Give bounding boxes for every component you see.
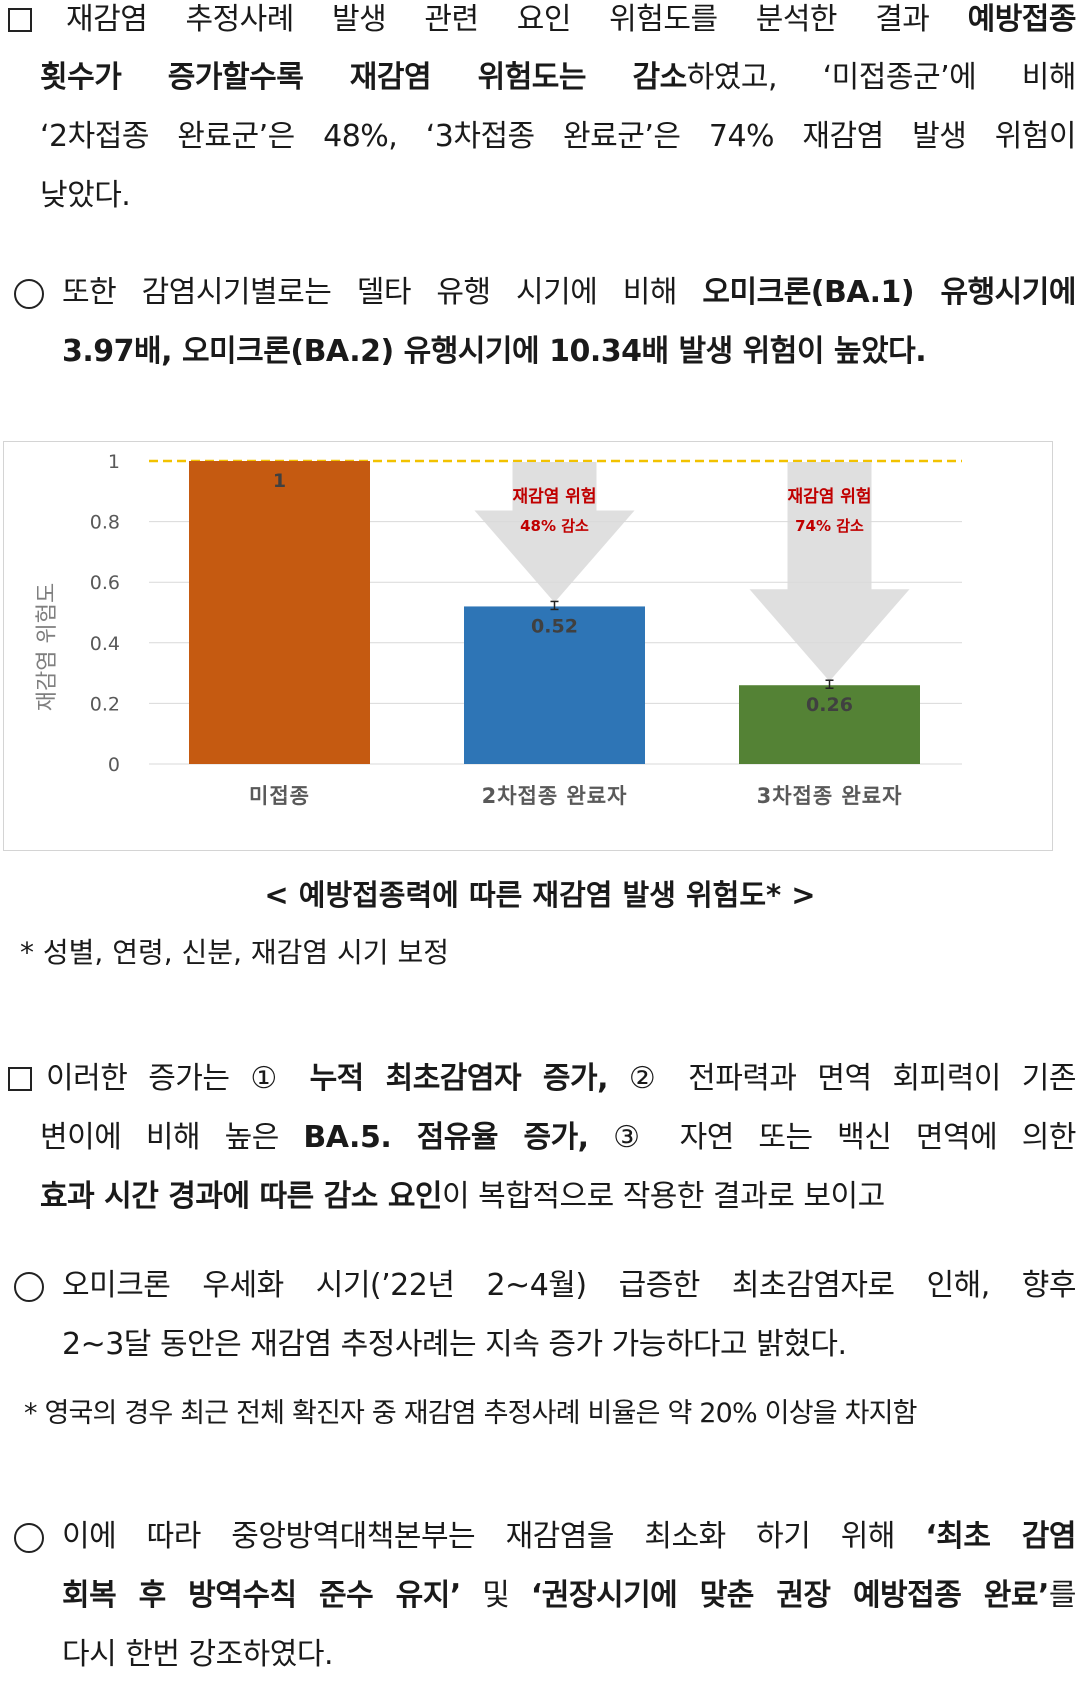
p4-line1: 오미크론 우세화 시기(’22년 2~4월) 급증한 최초감염자로 인해, 향후 xyxy=(62,1268,1077,1303)
y-tick-label: 0.2 xyxy=(90,693,120,715)
y-tick-label: 0 xyxy=(108,754,120,776)
annotation-line1: 재감염 위험 xyxy=(512,486,596,507)
bar-2 xyxy=(464,606,645,764)
p5-line1: 이에 따라 중앙방역대책본부는 재감염을 최소화 하기 위해 ‘최초 감염 xyxy=(62,1519,1076,1554)
uk-footnote: * 영국의 경우 최근 전체 확진자 중 재감염 추정사례 비율은 약 20% … xyxy=(24,1398,917,1429)
chart-bars xyxy=(189,461,920,764)
p3-line1: 이러한 증가는 ① 누적 최초감염자 증가, ② 전파력과 면역 회피력이 기존 xyxy=(46,1061,1077,1096)
circle-bullet-icon xyxy=(14,1523,44,1553)
x-category-label: 2차접종 완료자 xyxy=(482,784,628,808)
bar-value-label: 0.52 xyxy=(531,615,578,637)
p4-line2: 2~3달 동안은 재감염 추정사례는 지속 증가 가능하다고 밝혔다. xyxy=(62,1327,847,1362)
risk-bar-chart: 0 0.2 0.4 0.6 0.8 1 재감염 위험 48% 감소 재감염 위험 74% 감소 1 미… xyxy=(3,441,1053,851)
x-category-label: 미접종 xyxy=(249,784,310,808)
x-category-label: 3차접종 완료자 xyxy=(757,784,903,808)
p1-line3: ‘2차접종 완료군’은 48%, ‘3차접종 완료군’은 74% 재감염 발생 … xyxy=(40,119,1077,154)
checkbox-square-icon xyxy=(8,8,32,32)
chart-caption: < 예방접종력에 따른 재감염 발생 위험도* > xyxy=(264,878,816,912)
p1-line1: 재감염 추정사례 발생 관련 요인 위험도를 분석한 결과 예방접종 xyxy=(66,2,1077,37)
checkbox-square-icon xyxy=(8,1067,32,1091)
p1-line2: 횟수가 증가할수록 재감염 위험도는 감소하였고, ‘미접종군’에 비해 xyxy=(40,60,1077,95)
p1-line4: 낮았다. xyxy=(40,178,131,213)
p2-line1: 또한 감염시기별로는 델타 유행 시기에 비해 오미크론(BA.1) 유행시기에 xyxy=(62,275,1076,310)
y-tick-label: 0.6 xyxy=(90,572,120,594)
annotation-line1: 재감염 위험 xyxy=(787,486,871,507)
y-axis-label: 재감염 위험도 xyxy=(35,583,60,711)
chart-footnote: * 성별, 연령, 신분, 재감염 시기 보정 xyxy=(20,936,449,969)
p3-line3: 효과 시간 경과에 따른 감소 요인이 복합적으로 작용한 결과로 보이고 xyxy=(40,1179,885,1214)
circle-bullet-icon xyxy=(14,279,44,309)
chart-labels: 0 0.2 0.4 0.6 0.8 1 재감염 위험 48% 감소 재감염 위험 74% 감소 1 미… xyxy=(90,451,903,808)
y-tick-label: 1 xyxy=(108,451,120,473)
chart-svg: 0 0.2 0.4 0.6 0.8 1 재감염 위험 48% 감소 재감염 위험 74% 감소 1 미… xyxy=(35,451,962,808)
annotation-line2: 48% 감소 xyxy=(520,517,589,535)
down-arrow-icon xyxy=(474,462,635,603)
down-arrow-icon xyxy=(749,462,910,682)
p5-line3: 다시 한번 강조하였다. xyxy=(62,1637,334,1672)
bar-value-label: 1 xyxy=(273,470,286,492)
p2-line2: 3.97배, 오미크론(BA.2) 유행시기에 10.34배 발생 위험이 높았… xyxy=(62,334,927,369)
y-tick-label: 0.8 xyxy=(90,512,120,534)
circle-bullet-icon xyxy=(14,1272,44,1302)
chart-annotation-arrows xyxy=(474,462,910,682)
y-tick-label: 0.4 xyxy=(90,633,120,655)
p3-line2: 변이에 비해 높은 BA.5. 점유율 증가, ③ 자연 또는 백신 면역에 의… xyxy=(40,1120,1077,1155)
annotation-line2: 74% 감소 xyxy=(795,517,864,535)
bar-1 xyxy=(189,461,370,764)
p5-line2: 회복 후 방역수칙 준수 유지’ 및 ‘권장시기에 맞춘 권장 예방접종 완료’… xyxy=(62,1578,1077,1613)
bar-value-label: 0.26 xyxy=(806,694,853,716)
bar-3 xyxy=(739,685,920,764)
